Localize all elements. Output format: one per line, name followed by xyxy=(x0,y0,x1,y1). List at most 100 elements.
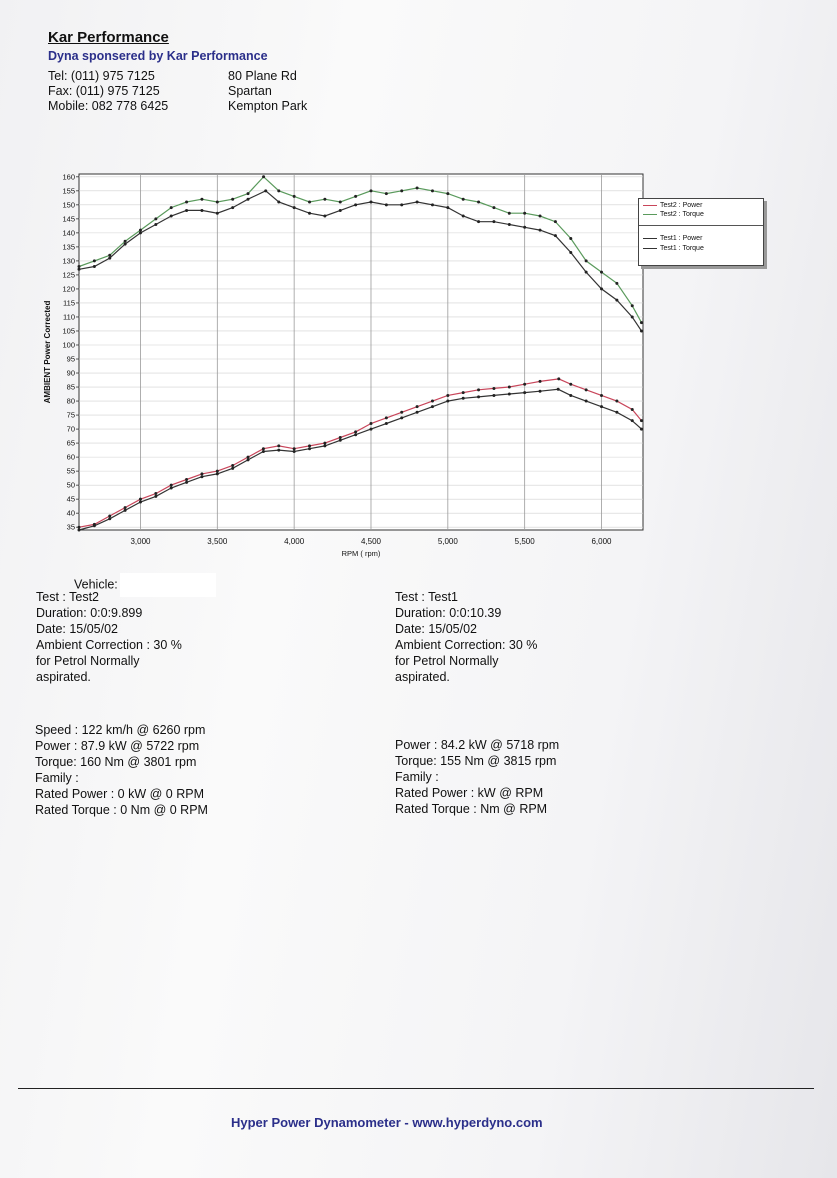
test1-date: Date: 15/05/02 xyxy=(395,622,478,636)
series-point xyxy=(108,517,112,521)
y-tick-label: 85 xyxy=(67,383,75,392)
fax-line: Fax: (011) 975 7125 xyxy=(48,84,160,98)
y-axis-label: AMBIENT Power Corrected xyxy=(43,301,52,404)
company-title: Kar Performance xyxy=(48,29,169,46)
test1-family: Family : xyxy=(395,770,439,784)
series-point xyxy=(584,259,588,263)
series-point xyxy=(538,228,542,232)
series-point xyxy=(415,405,419,409)
series-point xyxy=(492,206,496,210)
series-point xyxy=(384,203,388,207)
legend-item-test2-power: Test2 : Power xyxy=(643,202,702,209)
series-point xyxy=(430,405,434,409)
series-point xyxy=(600,287,604,291)
series-point xyxy=(523,391,527,395)
series-point xyxy=(154,494,158,498)
series-point xyxy=(630,407,634,411)
series-point xyxy=(477,395,481,399)
series-point xyxy=(215,472,219,476)
legend-divider xyxy=(639,225,763,226)
series-point xyxy=(553,234,557,238)
y-tick-label: 80 xyxy=(67,397,75,406)
legend-swatch xyxy=(643,204,657,206)
series-point xyxy=(354,433,358,437)
series-point xyxy=(200,472,204,476)
y-tick-label: 115 xyxy=(63,298,75,307)
series-point xyxy=(569,393,573,397)
series-point xyxy=(185,480,189,484)
series-point xyxy=(292,450,296,454)
y-tick-label: 70 xyxy=(67,425,75,434)
series-point xyxy=(430,203,434,207)
y-tick-label: 65 xyxy=(67,439,75,448)
series-point xyxy=(400,189,404,193)
test1-duration: Duration: 0:0:10.39 xyxy=(395,606,502,620)
series-point xyxy=(584,270,588,274)
series-point xyxy=(92,265,96,269)
series-point xyxy=(323,197,327,201)
address-line-1: 80 Plane Rd xyxy=(228,69,297,83)
series-point xyxy=(630,315,634,319)
series-point xyxy=(584,399,588,403)
legend-swatch xyxy=(643,213,657,215)
contact-phones: Tel: (011) 975 7125 Fax: (011) 975 7125 … xyxy=(48,69,168,114)
series-point xyxy=(138,500,142,504)
series-point xyxy=(639,427,643,431)
test2-aspirated: aspirated. xyxy=(36,670,91,684)
series-point xyxy=(415,410,419,414)
series-point xyxy=(369,189,373,193)
y-tick-label: 120 xyxy=(62,284,75,293)
series-point xyxy=(569,382,573,386)
chart-svg: 35 40 45 50 55 60 65 70 75 80 85 90 95 100 105 110 115 12… xyxy=(43,172,644,558)
series-point xyxy=(308,444,312,448)
series-point xyxy=(369,421,373,425)
legend-item-test1-torque: Test1 : Torque xyxy=(643,245,704,252)
test1-power: Power : 84.2 kW @ 5718 rpm xyxy=(395,738,560,752)
legend-item-test2-torque: Test2 : Torque xyxy=(643,211,704,218)
series-point xyxy=(492,386,496,390)
series-point xyxy=(108,253,112,257)
test1-info: Test : Test1 Duration: 0:0:10.39 Date: 1… xyxy=(395,589,537,685)
series-point xyxy=(154,217,158,221)
series-point xyxy=(384,416,388,420)
test1-aspirated: aspirated. xyxy=(395,670,450,684)
series-point xyxy=(277,189,281,193)
series-point xyxy=(400,410,404,414)
series-point xyxy=(77,525,81,529)
y-tick-label: 160 xyxy=(62,172,75,181)
series-point xyxy=(123,239,127,243)
series-line-2 xyxy=(78,175,643,323)
series-point xyxy=(231,464,235,468)
series-point xyxy=(430,189,434,193)
x-tick-label: 4,000 xyxy=(284,537,305,546)
series-point xyxy=(292,447,296,451)
series-point xyxy=(338,208,342,212)
series-point xyxy=(461,214,465,218)
series-point xyxy=(231,197,235,201)
series-point xyxy=(354,194,358,198)
y-tick-label: 95 xyxy=(67,355,75,364)
series-point xyxy=(400,203,404,207)
y-tick-label: 90 xyxy=(67,369,75,378)
series-point xyxy=(323,444,327,448)
sponsor-line: Dyna sponsered by Kar Performance xyxy=(48,49,268,63)
legend-swatch xyxy=(643,237,657,239)
footer-divider xyxy=(18,1088,814,1089)
legend-item-test1-power: Test1 : Power xyxy=(643,235,702,242)
series-point xyxy=(523,211,527,215)
series-line-1 xyxy=(78,378,642,528)
series-point xyxy=(338,435,342,439)
legend-swatch xyxy=(643,247,657,249)
test1-ambient: Ambient Correction: 30 % xyxy=(395,638,538,652)
series-point xyxy=(538,214,542,218)
series-point xyxy=(446,399,450,403)
y-tick-label: 145 xyxy=(62,214,75,223)
series-point xyxy=(261,447,265,451)
tel-line: Tel: (011) 975 7125 xyxy=(48,69,155,83)
series-point xyxy=(169,214,173,218)
test1-petrol: for Petrol Normally xyxy=(395,654,499,668)
y-tick-label: 110 xyxy=(63,312,75,321)
series-point xyxy=(338,200,342,204)
y-tick-label: 55 xyxy=(67,467,75,476)
series-point xyxy=(215,211,219,215)
